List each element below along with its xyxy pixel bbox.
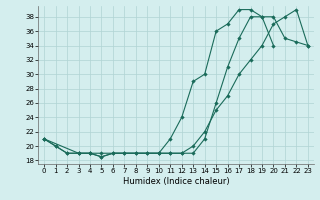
X-axis label: Humidex (Indice chaleur): Humidex (Indice chaleur) [123,177,229,186]
